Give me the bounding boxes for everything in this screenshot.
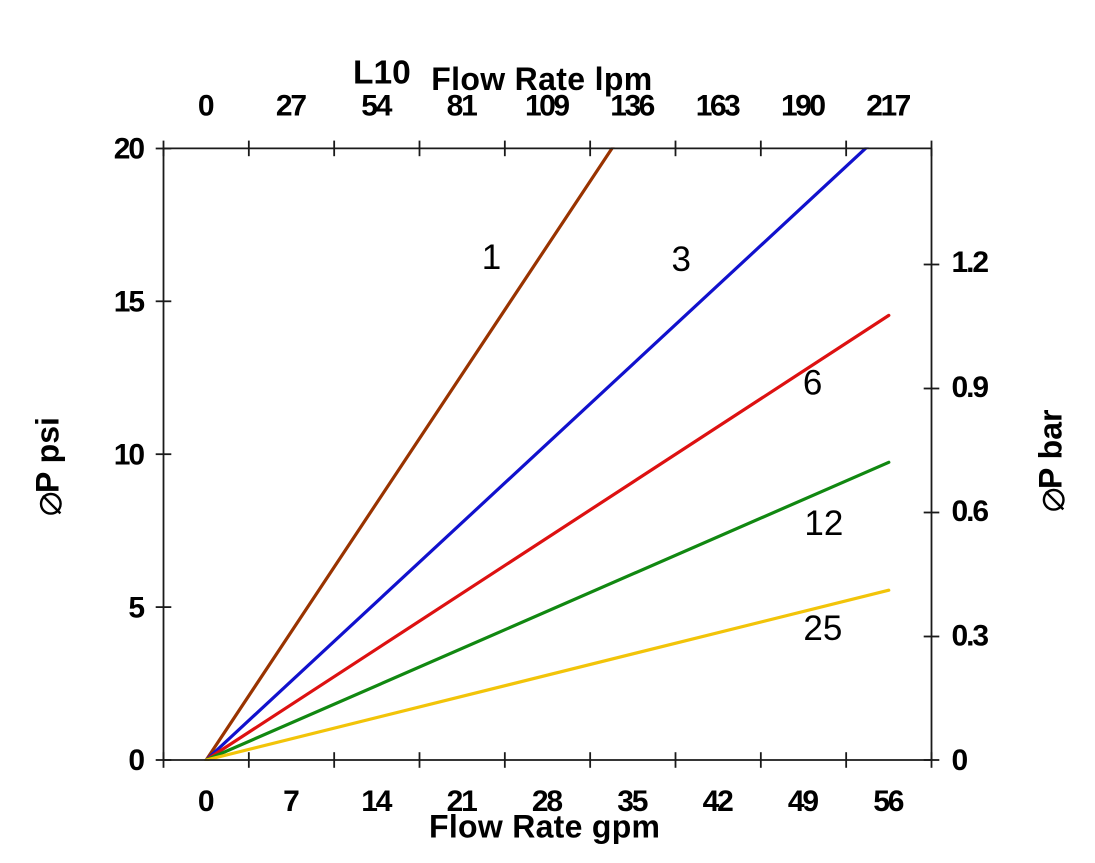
svg-text:190: 190 bbox=[781, 90, 826, 123]
svg-text:217: 217 bbox=[866, 90, 911, 123]
svg-text:163: 163 bbox=[696, 90, 741, 123]
svg-text:1.2: 1.2 bbox=[952, 246, 990, 279]
svg-text:28: 28 bbox=[532, 785, 563, 818]
svg-text:P psi: P psi bbox=[30, 417, 66, 493]
svg-text:0: 0 bbox=[198, 785, 215, 818]
svg-text:6: 6 bbox=[803, 364, 822, 403]
svg-text:109: 109 bbox=[525, 90, 570, 123]
svg-text:20: 20 bbox=[114, 133, 145, 166]
svg-text:Flow Rate gpm: Flow Rate gpm bbox=[429, 808, 660, 844]
svg-text:49: 49 bbox=[788, 785, 819, 818]
svg-text:5: 5 bbox=[128, 591, 145, 624]
svg-text:0: 0 bbox=[128, 744, 145, 777]
svg-text:81: 81 bbox=[447, 90, 478, 123]
svg-text:14: 14 bbox=[361, 785, 393, 818]
svg-text:0: 0 bbox=[198, 90, 215, 123]
svg-text:0.6: 0.6 bbox=[952, 495, 990, 528]
svg-text:Flow Rate lpm: Flow Rate lpm bbox=[431, 61, 652, 97]
svg-text:3: 3 bbox=[671, 240, 690, 279]
svg-text:10: 10 bbox=[114, 438, 145, 471]
svg-text:0.3: 0.3 bbox=[952, 620, 990, 653]
svg-text:15: 15 bbox=[114, 286, 145, 319]
svg-text:P bar: P bar bbox=[1033, 410, 1069, 489]
svg-text:0.9: 0.9 bbox=[952, 371, 990, 404]
svg-text:54: 54 bbox=[361, 90, 393, 123]
svg-text:L10: L10 bbox=[353, 55, 411, 92]
svg-text:42: 42 bbox=[703, 785, 734, 818]
svg-text:7: 7 bbox=[283, 785, 300, 818]
svg-text:56: 56 bbox=[873, 785, 904, 818]
svg-text:21: 21 bbox=[447, 785, 478, 818]
svg-text:27: 27 bbox=[276, 90, 307, 123]
svg-text:35: 35 bbox=[617, 785, 648, 818]
svg-text:12: 12 bbox=[804, 504, 843, 543]
svg-text:25: 25 bbox=[803, 609, 842, 648]
svg-text:0: 0 bbox=[952, 744, 969, 777]
svg-text:1: 1 bbox=[482, 238, 501, 277]
svg-text:136: 136 bbox=[610, 90, 655, 123]
